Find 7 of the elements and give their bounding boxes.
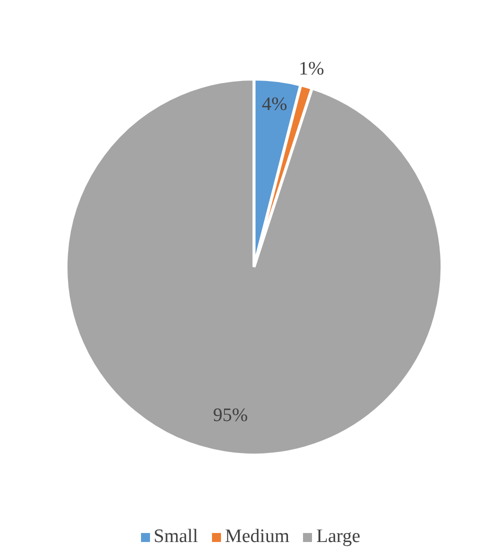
data-label: 1% xyxy=(298,58,324,80)
legend-label: Medium xyxy=(224,526,290,548)
data-label: 95% xyxy=(213,405,248,426)
pie-slice xyxy=(64,78,444,456)
legend-label: Large xyxy=(315,526,360,548)
data-label: 4% xyxy=(262,94,288,116)
legend-label: Small xyxy=(152,526,198,548)
